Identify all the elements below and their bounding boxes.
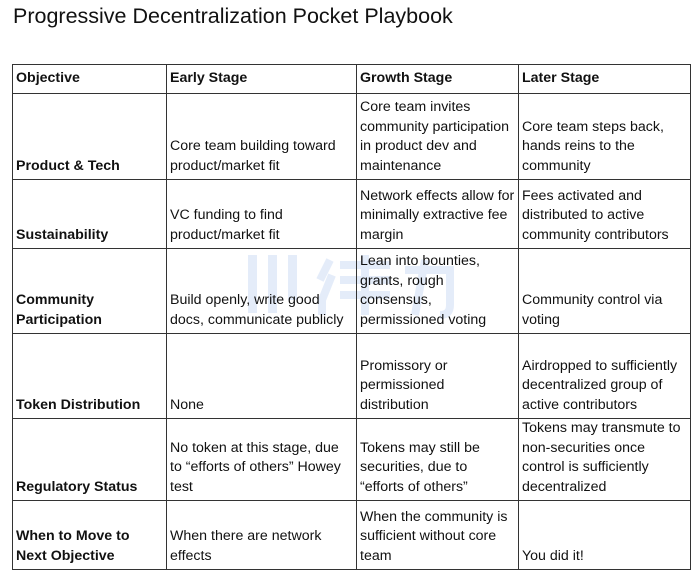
growth-stage-cell: Tokens may still be securities, due to “…	[356, 418, 519, 501]
early-stage-cell: No token at this stage, due to “efforts …	[166, 418, 357, 501]
growth-stage-cell: Core team invites community participatio…	[356, 93, 519, 180]
growth-stage-cell: Promissory or permissioned distribution	[356, 333, 519, 419]
early-stage-cell: Build openly, write good docs, communica…	[166, 248, 357, 334]
later-stage-cell: Fees activated and distributed to active…	[518, 179, 691, 249]
later-stage-cell: Core team steps back, hands reins to the…	[518, 93, 691, 180]
objective-cell: Sustainability	[12, 179, 167, 249]
objective-cell: Regulatory Status	[12, 418, 167, 501]
growth-stage-cell: Network effects allow for minimally extr…	[356, 179, 519, 249]
table-row: Community Participation Build openly, wri…	[12, 248, 691, 334]
objective-cell: Token Distribution	[12, 333, 167, 419]
early-stage-cell: VC funding to find product/market fit	[166, 179, 357, 249]
header-objective: Objective	[12, 64, 167, 94]
later-stage-cell: Community control via voting	[518, 248, 691, 334]
table-row: Regulatory Status No token at this stage,…	[12, 418, 691, 501]
table-row: Product & Tech Core team building toward …	[12, 93, 691, 180]
early-stage-cell: None	[166, 333, 357, 419]
table-row: Sustainability VC funding to find product…	[12, 179, 691, 249]
header-early-stage: Early Stage	[166, 64, 357, 94]
later-stage-cell: You did it!	[518, 500, 691, 570]
later-stage-cell: Airdropped to sufficiently decentralized…	[518, 333, 691, 419]
page-title: Progressive Decentralization Pocket Play…	[13, 4, 453, 28]
growth-stage-cell: When the community is sufficient without…	[356, 500, 519, 570]
early-stage-cell: When there are network effects	[166, 500, 357, 570]
header-later-stage: Later Stage	[518, 64, 691, 94]
table-row: Token Distribution None Promissory or perm…	[12, 333, 691, 419]
header-row: Objective Early Stage Growth Stage Later St…	[12, 64, 691, 94]
growth-stage-cell: Lean into bounties, grants, rough consen…	[356, 248, 519, 334]
header-growth-stage: Growth Stage	[356, 64, 519, 94]
objective-cell: Product & Tech	[12, 93, 167, 180]
objective-cell: When to Move to Next Objective	[12, 500, 167, 570]
later-stage-cell: Tokens may transmute to non-securities o…	[518, 418, 691, 501]
early-stage-cell: Core team building toward product/market…	[166, 93, 357, 180]
table-row: When to Move to Next Objective When there…	[12, 500, 691, 570]
objective-cell: Community Participation	[12, 248, 167, 334]
playbook-table: Objective Early Stage Growth Stage Later St…	[12, 64, 691, 570]
